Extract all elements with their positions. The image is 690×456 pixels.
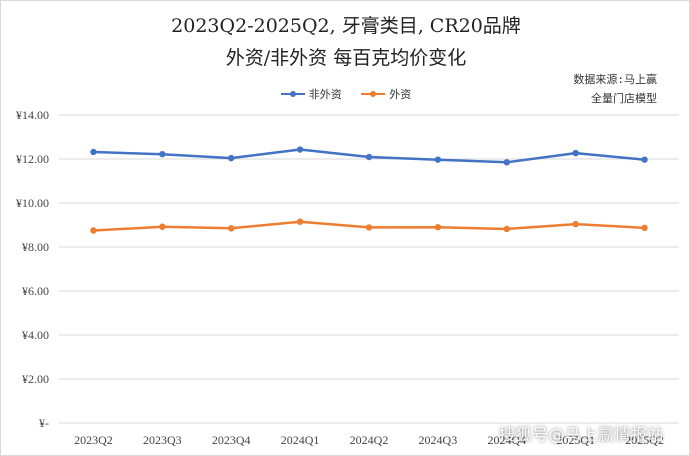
series-0-point-0	[90, 148, 97, 156]
series-0-point-3	[296, 146, 304, 153]
chart-legend: 非外资 外资	[1, 85, 689, 102]
series-0-point-6	[503, 159, 510, 166]
x-tick-label-4: 2024Q2	[350, 433, 389, 447]
series-1-point-3	[296, 218, 304, 225]
y-tick-label-5: ¥10.00	[16, 196, 49, 210]
series-1-point-4	[365, 224, 373, 231]
source-line-1: 数据来源:马上赢	[573, 73, 657, 86]
series-1-point-7	[572, 220, 579, 228]
series-1-point-1	[159, 223, 166, 230]
y-tick-label-3: ¥6.00	[22, 284, 49, 298]
source-line-2: 全量门店模型	[591, 92, 657, 105]
x-tick-label-0: 2023Q2	[74, 433, 113, 447]
legend-item-series-0: 非外资	[280, 86, 342, 102]
chart-title-line1: 2023Q2-2025Q2, 牙膏类目, CR20品牌	[171, 15, 521, 37]
y-tick-label-2: ¥4.00	[22, 328, 49, 342]
legend-label-series-1: 外资	[389, 88, 412, 101]
series-0-point-5	[434, 156, 442, 163]
x-tick-label-2: 2023Q4	[212, 433, 251, 447]
series-1-point-8	[641, 224, 648, 232]
legend-swatch-series-0	[280, 91, 305, 97]
y-tick-label-0: ¥-	[39, 416, 49, 430]
data-source-note: 数据来源:马上赢 全量门店模型	[573, 70, 657, 108]
series-0-point-1	[159, 150, 166, 158]
series-1-point-2	[228, 225, 235, 232]
x-tick-label-8: 2025Q2	[625, 433, 664, 447]
series-0-point-8	[641, 156, 648, 163]
series-1-point-5	[434, 224, 442, 231]
series-0-point-4	[365, 153, 373, 161]
x-tick-label-1: 2023Q3	[143, 433, 182, 447]
series-1-point-6	[503, 225, 510, 233]
x-tick-label-5: 2024Q3	[419, 433, 458, 447]
legend-label-series-0: 非外资	[308, 88, 342, 101]
series-1-point-0	[90, 227, 97, 234]
series-0-point-2	[228, 154, 235, 162]
legend-item-series-1: 外资	[361, 86, 411, 102]
legend-swatch-series-1	[361, 91, 386, 97]
chart-title-line2: 外资/非外资 每百克均价变化	[225, 47, 467, 69]
x-tick-label-7: 2025Q1	[556, 433, 595, 447]
y-tick-label-1: ¥2.00	[22, 372, 49, 386]
watermark-text: 搜狐号@马上赢情报站	[499, 425, 665, 444]
series-0-point-7	[572, 149, 579, 157]
x-tick-label-6: 2024Q4	[487, 433, 526, 447]
y-tick-label-4: ¥8.00	[22, 240, 49, 254]
x-tick-label-3: 2024Q1	[281, 433, 320, 447]
y-tick-label-7: ¥14.00	[16, 108, 49, 122]
y-tick-label-6: ¥12.00	[16, 152, 49, 166]
